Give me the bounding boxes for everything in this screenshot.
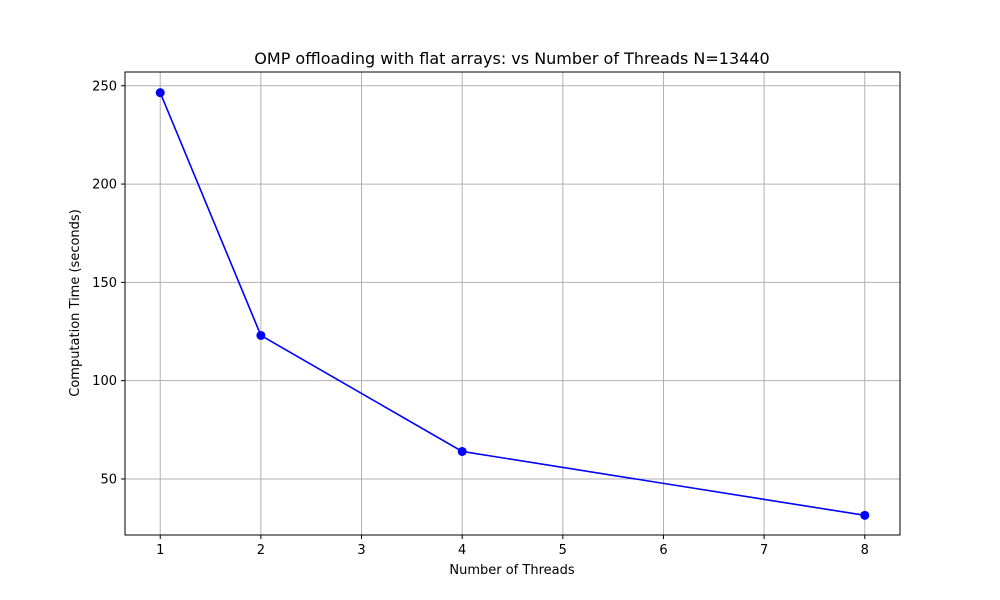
y-tick-label: 250 [92, 79, 117, 94]
x-tick-label: 5 [559, 543, 567, 558]
x-tick-label: 2 [257, 543, 265, 558]
y-axis-ticks: 50 100 150 200 250 [92, 79, 125, 487]
data-point [256, 330, 266, 340]
series-layer [155, 88, 870, 520]
data-point [860, 510, 870, 520]
y-tick-label: 50 [100, 472, 117, 487]
x-axis-title: Number of Threads [449, 563, 574, 578]
grid [125, 72, 900, 535]
x-tick-label: 7 [760, 543, 768, 558]
x-tick-label: 4 [458, 543, 466, 558]
y-tick-label: 150 [92, 276, 117, 291]
x-axis-ticks: 1 2 3 4 5 6 7 8 [156, 535, 869, 558]
y-tick-label: 100 [92, 374, 117, 389]
data-point [155, 88, 165, 98]
x-tick-label: 1 [156, 543, 164, 558]
x-tick-label: 8 [861, 543, 869, 558]
data-point [457, 446, 467, 456]
x-tick-label: 6 [659, 543, 667, 558]
series-line [159, 92, 865, 517]
chart-title: OMP offloading with flat arrays: vs Numb… [254, 49, 769, 68]
plot-area-frame [124, 71, 901, 536]
y-axis-title: Computation Time (seconds) [68, 209, 83, 397]
x-tick-label: 3 [357, 543, 365, 558]
y-tick-label: 200 [92, 178, 117, 193]
